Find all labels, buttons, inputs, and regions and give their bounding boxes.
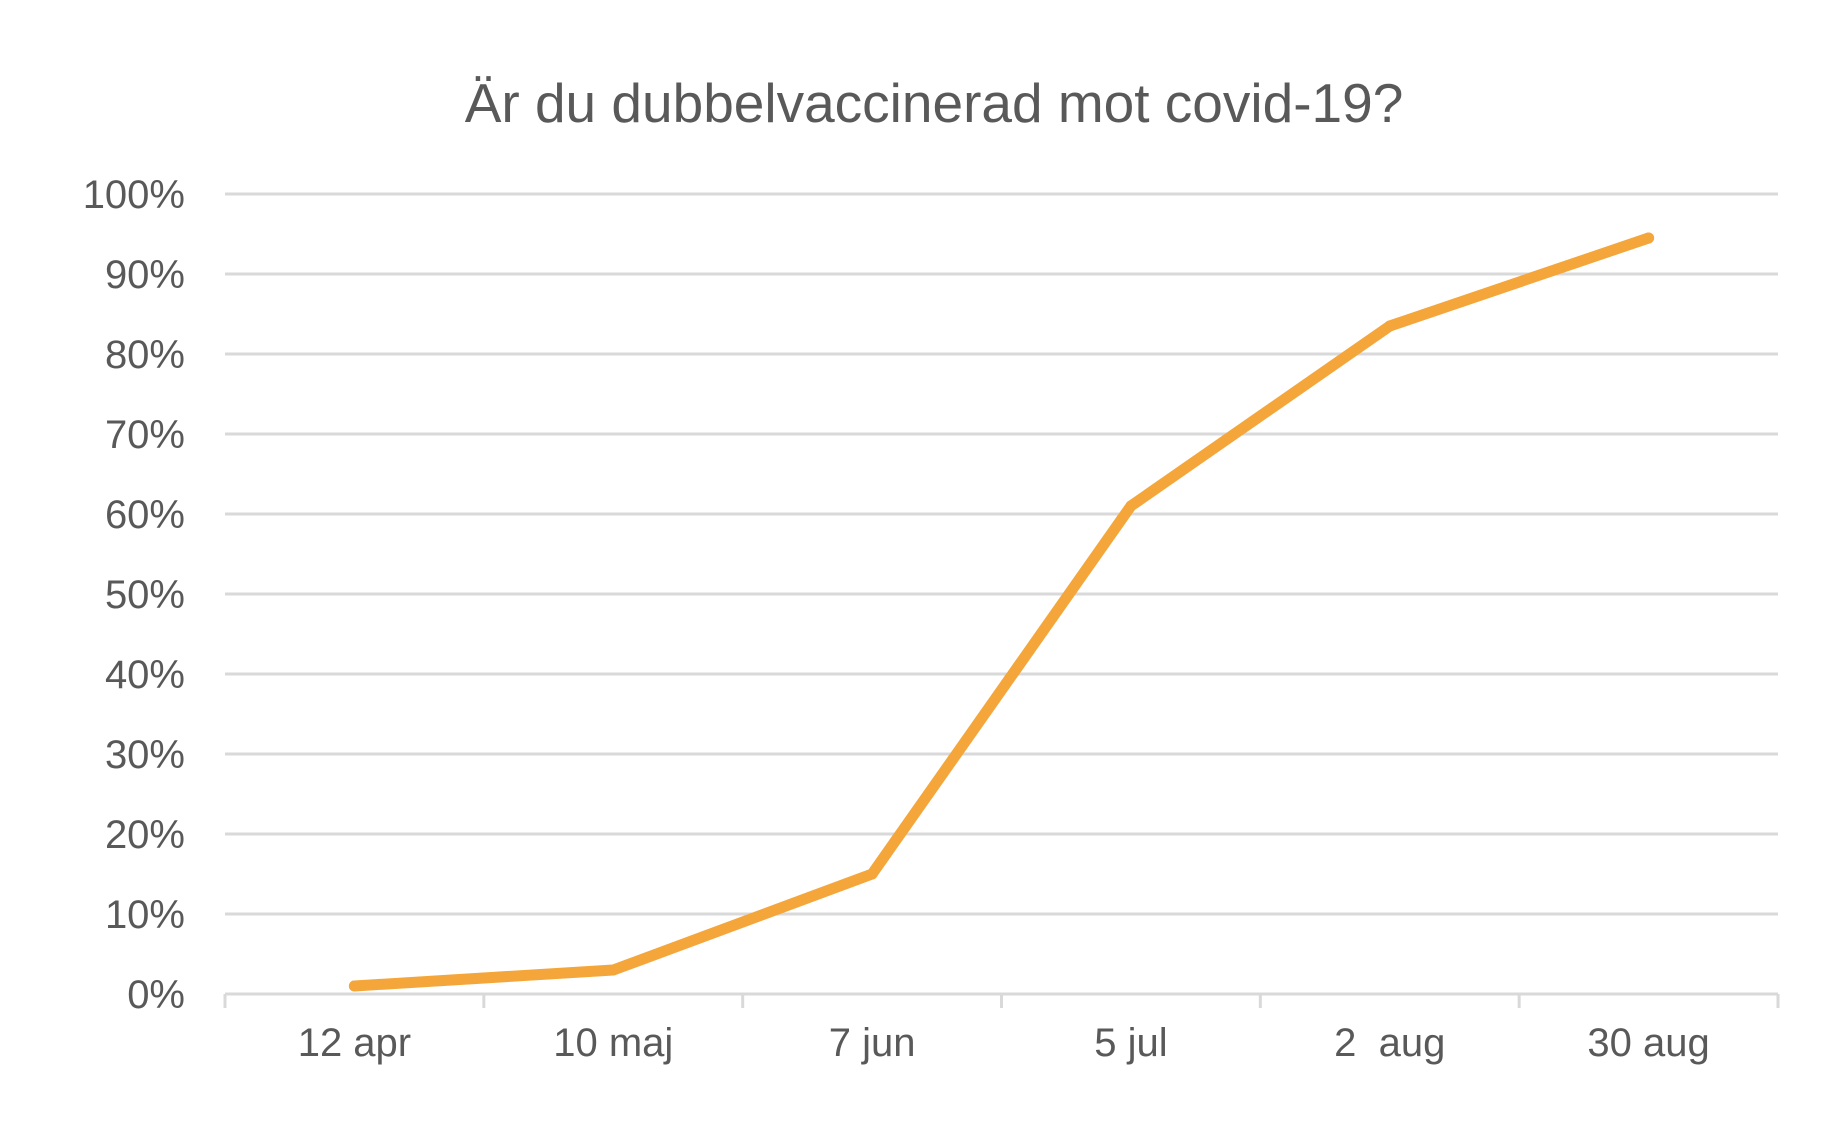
y-tick-label: 40%	[105, 653, 185, 697]
data-point	[866, 868, 878, 880]
y-tick-label: 0%	[127, 973, 185, 1017]
x-axis	[223, 992, 1780, 1008]
y-tick-label: 30%	[105, 733, 185, 777]
data-point	[1125, 500, 1137, 512]
y-axis-tick-labels: 0% 10% 20% 30% 40% 50% 60% 70% 80% 90% 100%	[83, 173, 185, 1017]
series-group	[348, 232, 1655, 992]
x-tick-label: 2 aug	[1334, 1021, 1445, 1065]
y-tick-label: 10%	[105, 893, 185, 937]
x-tick-label: 5 jul	[1094, 1021, 1167, 1065]
data-point	[1384, 320, 1396, 332]
y-tick-label: 50%	[105, 573, 185, 617]
series-line	[348, 232, 1655, 992]
x-tick-label: 7 jun	[829, 1021, 916, 1065]
y-tick-label: 90%	[105, 253, 185, 297]
chart-title: Är du dubbelvaccinerad mot covid-19?	[465, 72, 1404, 134]
y-tick-label: 70%	[105, 413, 185, 457]
y-tick-label: 100%	[83, 173, 185, 217]
y-tick-label: 80%	[105, 333, 185, 377]
x-tick-label: 12 apr	[298, 1021, 411, 1065]
y-tick-label: 20%	[105, 813, 185, 857]
y-tick-label: 60%	[105, 493, 185, 537]
x-axis-tick-labels: 12 apr 10 maj 7 jun 5 jul 2 aug 30 aug	[298, 1021, 1710, 1065]
x-tick-label: 30 aug	[1587, 1021, 1709, 1065]
data-point	[348, 980, 360, 992]
x-tick-label: 10 maj	[553, 1021, 673, 1065]
data-point	[1643, 232, 1655, 244]
gridlines	[225, 192, 1778, 916]
data-point	[607, 964, 619, 976]
